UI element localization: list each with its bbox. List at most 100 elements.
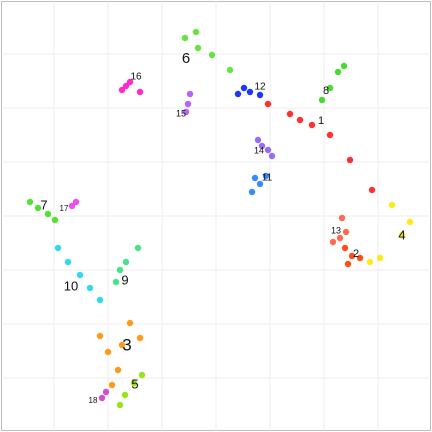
data-point	[246, 88, 254, 96]
data-point	[182, 108, 190, 116]
data-point	[368, 186, 376, 194]
cluster-label-15: 15	[176, 108, 186, 118]
data-point	[184, 100, 192, 108]
cluster-label-2: 2	[353, 248, 359, 260]
data-point	[186, 90, 194, 98]
cluster-label-10: 10	[64, 278, 78, 293]
data-point	[340, 62, 348, 70]
data-point	[388, 201, 396, 209]
data-point	[121, 391, 129, 399]
data-point	[318, 96, 326, 104]
cluster-8-points	[318, 62, 348, 104]
cluster-label-14: 14	[254, 145, 264, 155]
data-point	[51, 216, 59, 224]
data-point	[258, 142, 266, 150]
data-point	[234, 90, 242, 98]
cluster-label-13: 13	[331, 225, 341, 235]
cluster-14-points	[254, 136, 276, 160]
data-point	[126, 78, 134, 86]
data-point	[326, 84, 334, 92]
data-point	[254, 136, 262, 144]
data-point	[296, 116, 304, 124]
cluster-label-17: 17	[60, 204, 69, 213]
cluster-label-18: 18	[89, 396, 98, 405]
data-point	[356, 254, 364, 262]
data-point	[136, 88, 144, 96]
cluster-label-9: 9	[121, 272, 128, 287]
data-point	[116, 266, 124, 274]
cluster-11-points	[248, 172, 270, 196]
data-point	[338, 214, 346, 222]
cluster-label-6: 6	[182, 50, 190, 67]
data-point	[264, 146, 272, 154]
data-point	[286, 110, 294, 118]
data-point	[336, 234, 344, 242]
data-point	[72, 198, 80, 206]
cluster-18-points	[98, 388, 110, 402]
data-point	[248, 188, 256, 196]
data-point	[116, 401, 124, 409]
data-point	[348, 252, 356, 260]
cluster-7-points	[26, 198, 59, 224]
data-point	[194, 44, 202, 52]
data-point	[264, 100, 272, 108]
data-point	[44, 210, 52, 218]
data-point	[114, 366, 122, 374]
data-point	[26, 198, 34, 206]
cluster-16-points	[118, 78, 144, 96]
cluster-label-1: 1	[318, 115, 324, 127]
data-point	[406, 218, 414, 226]
data-point	[76, 271, 84, 279]
data-point	[268, 152, 276, 160]
data-point	[118, 86, 126, 94]
data-point	[64, 258, 72, 266]
cluster-label-11: 11	[262, 173, 273, 184]
data-point	[54, 244, 62, 252]
data-point	[136, 334, 144, 342]
data-point	[308, 121, 316, 129]
cluster-label-5: 5	[131, 376, 138, 391]
cluster-label-7: 7	[40, 197, 47, 212]
data-point	[134, 244, 142, 252]
data-point	[104, 348, 112, 356]
data-point	[122, 82, 130, 90]
cluster-label-8: 8	[323, 85, 329, 97]
data-point	[208, 51, 216, 59]
data-point	[118, 341, 126, 349]
cluster-15-points	[182, 90, 194, 116]
cluster-10-points	[54, 244, 104, 304]
cluster-2-points	[341, 244, 364, 268]
cluster-label-12: 12	[254, 82, 266, 93]
data-point	[138, 371, 146, 379]
cluster-label-3: 3	[122, 335, 131, 354]
cluster-6-points	[181, 28, 234, 74]
data-point	[98, 394, 106, 402]
data-point	[346, 156, 354, 164]
data-point	[329, 238, 337, 246]
data-point	[226, 66, 234, 74]
data-point	[86, 284, 94, 292]
data-point	[122, 258, 130, 266]
points-layer	[26, 28, 414, 409]
cluster-label-4: 4	[398, 227, 405, 242]
data-point	[108, 381, 116, 389]
data-point	[240, 84, 248, 92]
data-point	[126, 319, 134, 327]
data-point	[68, 202, 76, 210]
data-point	[376, 254, 384, 262]
data-point	[96, 296, 104, 304]
data-point	[112, 278, 120, 286]
data-point	[342, 228, 350, 236]
cluster-5-points	[116, 371, 146, 409]
cluster-4-points	[366, 201, 414, 266]
data-point	[102, 388, 110, 396]
cluster-3-points	[96, 319, 144, 389]
data-point	[96, 332, 104, 340]
cluster-12-points	[234, 84, 264, 99]
cluster-label-16: 16	[130, 72, 142, 83]
data-point	[366, 258, 374, 266]
cluster-17-points	[68, 198, 80, 210]
